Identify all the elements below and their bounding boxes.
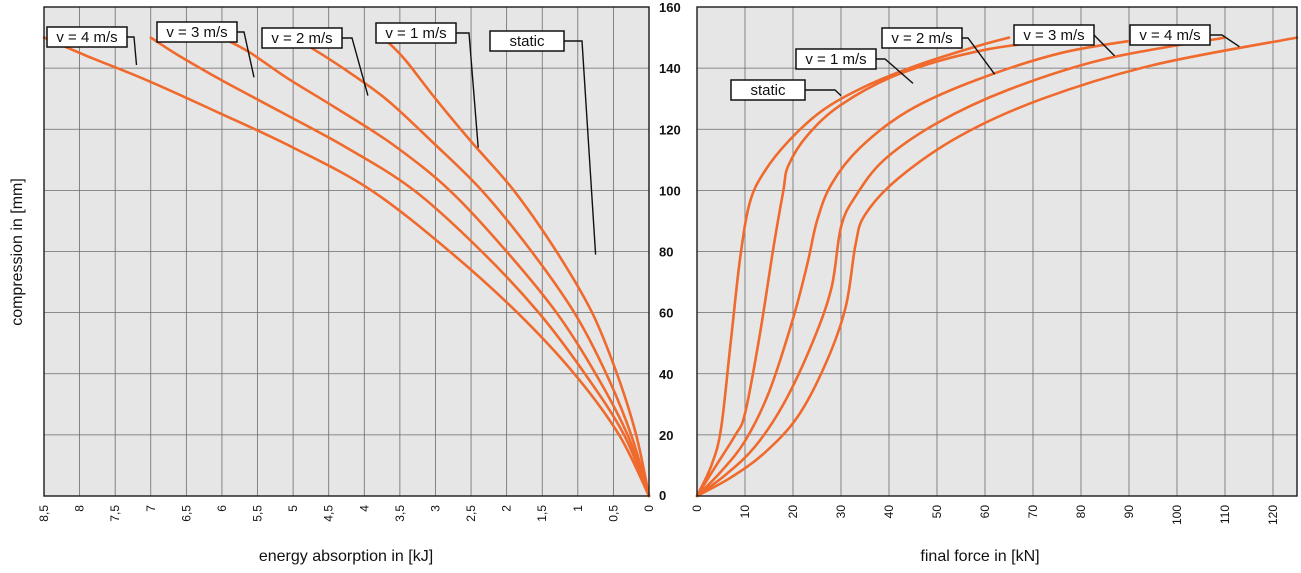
left-label-v-2-m-s: v = 2 m/s — [271, 30, 332, 47]
right-label-v-1-m-s: v = 1 m/s — [805, 51, 866, 68]
right-series — [695, 36, 1299, 498]
left-label-box-v-1-m-s — [375, 22, 457, 44]
right-label-box-v-2-m-s — [881, 27, 963, 49]
right-x-tick-label: 20 — [786, 505, 800, 519]
right-label-v-4-m-s: v = 4 m/s — [1139, 27, 1200, 44]
y-tick-label: 120 — [659, 122, 681, 137]
left-series — [42, 36, 651, 498]
left-y-axis-label: compression in [mm] — [9, 178, 26, 326]
left-curve-v-1-m-s — [291, 36, 651, 498]
right-label-box-static — [730, 79, 806, 101]
right-x-tick-label: 30 — [834, 505, 848, 519]
left-x-tick-label: 3,5 — [393, 505, 407, 522]
right-x-tick-label: 40 — [882, 505, 896, 519]
y-tick-labels: 0 20 40 60 80 100 120 140 160 — [659, 0, 681, 503]
left-label-v-3-m-s: v = 3 m/s — [166, 24, 227, 41]
left-label-v-4-m-s: v = 4 m/s — [56, 29, 117, 46]
left-x-tick-label: 1 — [571, 505, 585, 512]
y-tick-label: 100 — [659, 183, 681, 198]
left-curve-v-2-m-s — [220, 36, 651, 498]
left-x-tick-label: 6,5 — [179, 505, 193, 522]
left-callouts: v = 4 m/s v = 3 m/s v = 2 m/s v = 1 m/s stat… — [46, 21, 597, 255]
left-label-static: static — [509, 33, 545, 50]
left-x-tick-label: 2 — [500, 505, 514, 512]
right-label-box-v-3-m-s — [1013, 24, 1095, 46]
left-x-tick-label: 7,5 — [108, 505, 122, 522]
right-curve-v-1-m-s — [695, 36, 1083, 498]
right-x-tick-label: 60 — [978, 505, 992, 519]
right-x-tick-labels: 0 10 20 30 40 50 60 70 80 90 100 110 120 — [690, 505, 1280, 525]
energy-absorption-chart: 8,5 8 7,5 7 6,5 6 5,5 5 4,5 4 3,5 3 2,5 2 1,5 1 0,5 0 v = … — [37, 6, 656, 522]
left-x-tick-label: 3 — [428, 505, 442, 512]
left-x-tick-label: 4,5 — [322, 505, 336, 522]
right-curve-v-4-m-s — [695, 36, 1299, 498]
left-x-tick-label: 8,5 — [37, 505, 51, 522]
right-x-tick-label: 120 — [1266, 505, 1280, 525]
right-x-tick-label: 90 — [1122, 505, 1136, 519]
y-tick-label: 60 — [659, 306, 673, 321]
left-curve-v-3-m-s — [149, 36, 651, 498]
left-leader-v-2-m-s — [342, 37, 369, 96]
right-callouts: static v = 1 m/s v = 2 m/s v = 3 m/s v = 4 m… — [730, 24, 1240, 101]
left-leader-v-4-m-s — [127, 36, 138, 66]
left-label-box-v-3-m-s — [156, 21, 238, 43]
right-x-tick-label: 50 — [930, 505, 944, 519]
left-leader-v-1-m-s — [456, 32, 479, 148]
right-label-static: static — [750, 82, 786, 99]
left-x-tick-label: 4 — [357, 505, 371, 512]
right-x-tick-label: 70 — [1026, 505, 1040, 519]
right-label-v-3-m-s: v = 3 m/s — [1023, 27, 1084, 44]
left-x-tick-label: 2,5 — [464, 505, 478, 522]
y-tick-label: 20 — [659, 428, 673, 443]
left-curve-static — [380, 36, 651, 498]
left-plot-frame — [43, 6, 650, 497]
left-leader-v-3-m-s — [237, 31, 255, 78]
left-x-tick-label: 0 — [642, 505, 656, 512]
y-tick-label: 80 — [659, 245, 673, 260]
left-x-tick-label: 8 — [73, 505, 87, 512]
y-tick-label: 160 — [659, 0, 681, 15]
right-x-axis-label: final force in [kN] — [920, 548, 1039, 565]
left-gridlines — [43, 6, 650, 497]
right-x-tick-label: 80 — [1074, 505, 1088, 519]
left-curve-v-4-m-s — [42, 36, 651, 498]
right-leader-static — [805, 89, 842, 97]
right-curve-v-2-m-s — [695, 36, 1155, 498]
left-x-tick-label: 5,5 — [251, 505, 265, 522]
right-label-box-v-1-m-s — [795, 48, 877, 70]
right-leader-v-2-m-s — [962, 37, 996, 75]
right-leader-v-1-m-s — [876, 58, 914, 84]
right-label-v-2-m-s: v = 2 m/s — [891, 30, 952, 47]
left-label-v-1-m-s: v = 1 m/s — [385, 25, 446, 42]
right-curve-static — [695, 36, 1011, 498]
left-leader-static — [564, 40, 597, 255]
y-tick-label: 40 — [659, 367, 673, 382]
right-x-tick-label: 100 — [1170, 505, 1184, 525]
y-tick-label: 140 — [659, 61, 681, 76]
final-force-chart: 0 10 20 30 40 50 60 70 80 90 100 110 120 static v = 1 … — [690, 6, 1299, 525]
left-x-tick-labels: 8,5 8 7,5 7 6,5 6 5,5 5 4,5 4 3,5 3 2,5 2 1,5 1 0,5 0 — [37, 505, 656, 522]
left-x-axis-label: energy absorption in [kJ] — [259, 548, 433, 565]
left-label-box-static — [489, 30, 565, 52]
right-curve-v-3-m-s — [695, 36, 1227, 498]
y-tick-label: 0 — [659, 488, 666, 503]
left-x-tick-label: 5 — [286, 505, 300, 512]
right-x-tick-label: 0 — [690, 505, 704, 512]
left-x-tick-label: 0,5 — [606, 505, 620, 522]
right-x-tick-label: 110 — [1218, 505, 1232, 524]
left-x-tick-label: 7 — [144, 505, 158, 512]
left-x-tick-label: 1,5 — [535, 505, 549, 522]
right-x-tick-label: 10 — [738, 505, 752, 519]
right-plot-frame — [696, 6, 1298, 497]
left-x-tick-label: 6 — [215, 505, 229, 512]
left-label-box-v-4-m-s — [46, 26, 128, 48]
left-label-box-v-2-m-s — [261, 27, 343, 49]
right-label-box-v-4-m-s — [1129, 24, 1211, 46]
right-leader-v-3-m-s — [1093, 34, 1116, 57]
right-leader-v-4-m-s — [1210, 34, 1240, 48]
